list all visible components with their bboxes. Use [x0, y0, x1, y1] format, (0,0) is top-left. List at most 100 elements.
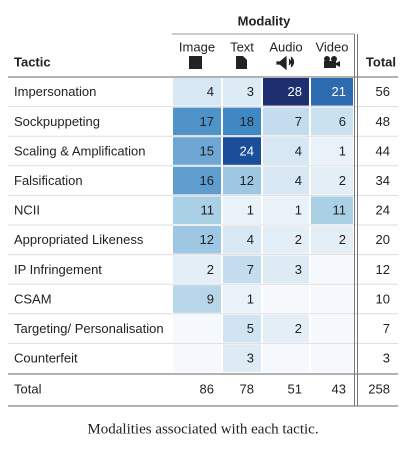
heat-cell	[311, 137, 353, 165]
cell-value: 3	[295, 262, 302, 277]
cell-value: 12	[376, 262, 390, 277]
cell-value: 1	[247, 203, 254, 218]
cell-value: 12	[240, 173, 254, 188]
cell-value: 17	[200, 114, 214, 129]
heat-cell	[263, 196, 309, 224]
group-header: Modality	[238, 13, 291, 28]
column-header: Total	[366, 54, 396, 69]
heat-cell	[223, 314, 261, 343]
text-icon	[236, 56, 247, 69]
row-label: Counterfeit	[14, 351, 78, 366]
heat-cell	[173, 137, 221, 165]
heat-cell	[263, 78, 309, 106]
row-label: Scaling & Amplification	[14, 143, 146, 158]
cell-value: 4	[295, 143, 302, 158]
cell-value: 11	[333, 203, 347, 218]
heat-cell	[311, 196, 353, 224]
total-value: 51	[288, 381, 302, 396]
audio-icon	[276, 55, 295, 71]
caption: Modalities associated with each tactic.	[87, 421, 318, 437]
cell-value: 56	[376, 84, 390, 99]
heat-cell	[311, 344, 353, 372]
row-label: Impersonation	[14, 84, 96, 99]
column-header: Image	[179, 39, 215, 54]
heat-cell	[263, 226, 309, 254]
cell-value: 3	[247, 351, 254, 366]
heat-cell	[173, 166, 221, 195]
heat-cell	[311, 285, 353, 313]
heat-cell	[263, 255, 309, 284]
heat-cell	[173, 226, 221, 254]
cell-value: 2	[295, 232, 302, 247]
heat-cell	[263, 285, 309, 313]
row-label: NCII	[14, 203, 40, 218]
row-label: Sockpuppeting	[14, 114, 100, 129]
heat-cell	[223, 196, 261, 224]
heat-cell	[263, 344, 309, 372]
heat-cell	[223, 344, 261, 372]
cell-value: 44	[376, 143, 390, 158]
cell-value: 2	[295, 321, 302, 336]
total-value: 86	[200, 381, 214, 396]
heat-cell	[263, 137, 309, 165]
heat-cell	[311, 166, 353, 195]
cell-value: 4	[247, 232, 254, 247]
heat-cell	[223, 78, 261, 106]
cell-value: 9	[207, 291, 214, 306]
cell-value: 7	[247, 262, 254, 277]
heat-cell	[173, 196, 221, 224]
row-label: IP Infringement	[14, 262, 102, 277]
heat-cell	[223, 107, 261, 136]
cell-value: 11	[201, 203, 215, 218]
cell-value: 1	[247, 291, 254, 306]
row-label: Targeting/ Personalisation	[14, 321, 164, 336]
cell-value: 34	[376, 173, 390, 188]
total-value: 43	[332, 381, 346, 396]
row-label: Falsification	[14, 173, 83, 188]
column-header: Video	[315, 39, 348, 54]
cell-value: 1	[295, 203, 302, 218]
column-header: Audio	[269, 39, 302, 54]
heat-cell	[311, 314, 353, 343]
image-icon	[189, 56, 202, 69]
heat-cell	[223, 255, 261, 284]
cell-value: 2	[339, 173, 346, 188]
cell-value: 18	[240, 114, 254, 129]
heat-cell	[263, 166, 309, 195]
cell-value: 10	[376, 291, 390, 306]
heat-cell	[173, 78, 221, 106]
cell-value: 15	[200, 143, 214, 158]
row-label: Total	[14, 381, 42, 396]
cell-value: 1	[339, 143, 346, 158]
heat-cell	[223, 226, 261, 254]
cell-value: 20	[376, 232, 390, 247]
cell-value: 21	[332, 84, 346, 99]
heat-cell	[311, 78, 353, 106]
heat-cell	[311, 255, 353, 284]
cell-value: 3	[383, 351, 390, 366]
heat-cell	[173, 255, 221, 284]
heat-cell	[311, 226, 353, 254]
cell-value: 4	[207, 84, 214, 99]
cell-value: 2	[207, 262, 214, 277]
heat-cell	[223, 285, 261, 313]
cell-value: 7	[295, 114, 302, 129]
cell-value: 3	[247, 84, 254, 99]
heat-cell	[173, 344, 221, 372]
cell-value: 4	[295, 173, 302, 188]
cell-value: 28	[288, 84, 302, 99]
cell-value: 24	[240, 143, 254, 158]
cell-value: 7	[383, 321, 390, 336]
column-header: Text	[230, 39, 254, 54]
heat-cell	[173, 285, 221, 313]
cell-value: 48	[376, 114, 390, 129]
total-value: 78	[240, 381, 254, 396]
total-value: 258	[368, 381, 390, 396]
heat-cell	[223, 166, 261, 195]
cell-value: 16	[200, 173, 214, 188]
heat-cell	[173, 314, 221, 343]
heat-cell	[263, 107, 309, 136]
video-icon	[324, 56, 340, 68]
cell-value: 5	[247, 321, 254, 336]
